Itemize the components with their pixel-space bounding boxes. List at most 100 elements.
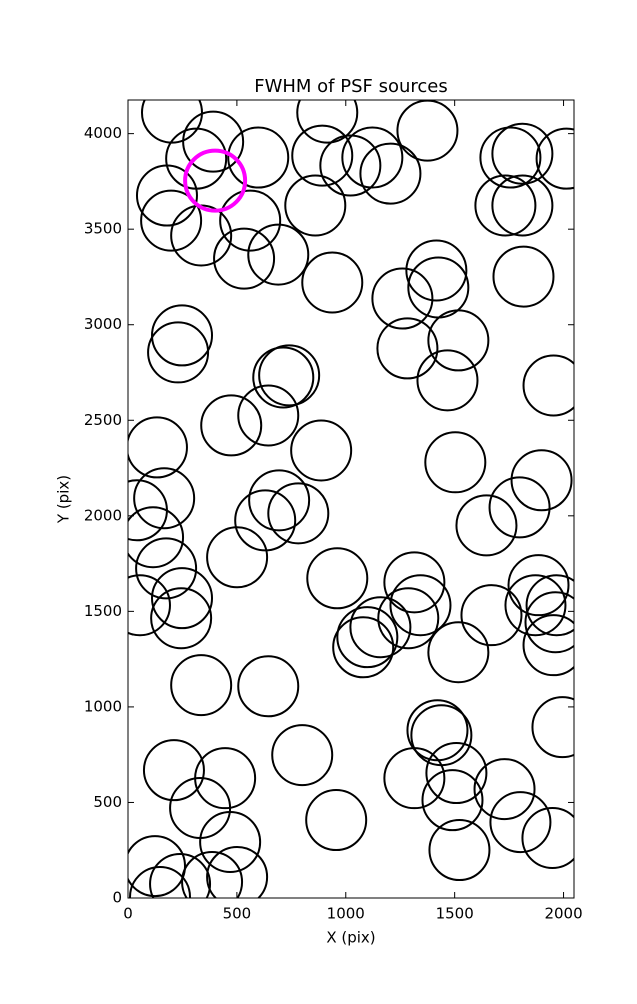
y-tick-label: 3500 [84, 220, 122, 238]
psf-source [147, 321, 210, 384]
psf-source [427, 309, 490, 372]
psf-source [151, 304, 214, 367]
psf-source [405, 239, 468, 302]
psf-source [128, 506, 185, 569]
y-axis-label: Y (pix) [55, 475, 73, 524]
psf-source [332, 616, 395, 679]
y-tick-label: 4000 [84, 124, 122, 142]
plot-area [128, 100, 574, 898]
psf-source [479, 126, 542, 189]
psf-source [425, 742, 488, 805]
y-tick-label: 1000 [84, 697, 122, 715]
psf-source [522, 354, 574, 417]
psf-source [427, 621, 490, 684]
psf-source [271, 724, 334, 787]
axes: 0 500 1000 1500 2000 0 500 1000 1500 2000 2500 3000… [84, 100, 583, 923]
psf-source [252, 346, 315, 409]
psf-source [199, 811, 262, 874]
psf-source [474, 174, 537, 237]
psf-source [389, 574, 452, 637]
psf-source [489, 791, 552, 854]
psf-source [488, 476, 551, 539]
x-axis-label: X (pix) [326, 929, 375, 947]
psf-source [128, 416, 188, 479]
x-tick-label: 0 [123, 905, 133, 923]
x-tick-label: 2000 [544, 905, 582, 923]
psf-source [247, 223, 310, 286]
psf-source [491, 122, 554, 185]
psf-source [359, 142, 422, 205]
psf-source [237, 384, 300, 447]
psf-source [237, 655, 300, 718]
psf-source [424, 431, 487, 494]
psf-source [284, 174, 347, 237]
psf-source [151, 567, 214, 630]
psf-source [135, 164, 198, 227]
psf-source [455, 494, 518, 557]
psf-source [248, 469, 311, 532]
psf-source [491, 174, 554, 237]
psf-source [133, 467, 196, 530]
psf-source [227, 126, 290, 189]
psf-source [524, 591, 574, 654]
psf-source [267, 482, 330, 545]
psf-source [170, 654, 233, 717]
psf-source [531, 696, 574, 759]
psf-source [522, 614, 574, 677]
psf-source [128, 835, 186, 898]
psf-source [291, 124, 354, 187]
psf-source [336, 606, 399, 669]
psf-source [135, 537, 198, 600]
psf-source [296, 100, 359, 144]
y-tick-label: 3000 [84, 315, 122, 333]
psf-source [150, 587, 213, 650]
psf-source [383, 551, 446, 614]
psf-source [396, 100, 459, 162]
psf-source [492, 245, 555, 308]
x-tick-label: 1000 [327, 905, 365, 923]
psf-source [142, 739, 205, 802]
psf-source [525, 574, 574, 637]
chart-title: FWHM of PSF sources [254, 76, 448, 97]
psf-source [181, 850, 244, 898]
psf-source [460, 584, 523, 647]
y-tick-label: 2500 [84, 411, 122, 429]
psf-source [129, 866, 192, 898]
psf-source [341, 126, 404, 189]
psf-source [510, 449, 573, 512]
psf-source [376, 317, 439, 380]
psf-source [473, 758, 536, 821]
psf-source [535, 127, 574, 190]
psf-source [301, 251, 364, 314]
psf-source [128, 574, 171, 637]
psf-source [421, 769, 484, 832]
psf-source [258, 344, 321, 407]
y-tick-label: 0 [112, 889, 122, 907]
psf-source [349, 596, 412, 659]
psf-source [290, 419, 353, 482]
psf-source [507, 554, 570, 617]
plot-frame [127, 99, 575, 899]
psf-source [377, 587, 440, 650]
psf-source [182, 110, 245, 173]
psf-source [371, 267, 434, 330]
psf-source [305, 789, 368, 852]
psf-source [319, 134, 382, 197]
psf-source [428, 819, 491, 882]
psf-source [149, 853, 212, 898]
psf-source [183, 148, 248, 213]
x-tick-label: 1500 [436, 905, 474, 923]
psf-source [219, 189, 282, 252]
psf-source [140, 189, 203, 252]
y-tick-label: 2000 [84, 506, 122, 524]
psf-source [383, 747, 446, 810]
y-tick-label: 1500 [84, 602, 122, 620]
psf-source [504, 574, 567, 637]
psf-source [206, 845, 269, 898]
x-tick-label: 500 [223, 905, 252, 923]
psf-source [213, 227, 276, 290]
psf-source [521, 807, 574, 869]
psf-source [306, 547, 369, 610]
